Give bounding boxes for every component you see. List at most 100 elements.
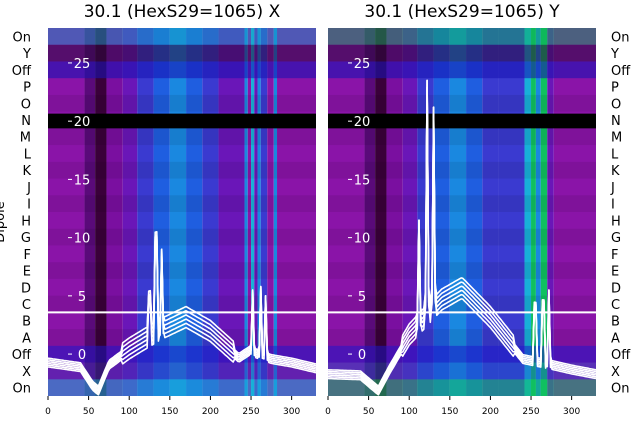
heat-band bbox=[524, 28, 532, 396]
heat-band bbox=[540, 28, 548, 396]
heat-row-shade bbox=[328, 161, 596, 179]
heat-row-shade bbox=[328, 195, 596, 212]
trace-line bbox=[47, 234, 317, 393]
heat-row-shade bbox=[328, 262, 596, 279]
dipole-label-left: L bbox=[24, 147, 32, 162]
special-row bbox=[48, 28, 316, 45]
heat-row-shade bbox=[48, 329, 316, 346]
heat-band bbox=[48, 28, 85, 396]
dipole-label-right: O bbox=[611, 97, 621, 112]
dipole-label-left: On bbox=[13, 30, 31, 45]
dipole-label-right: P bbox=[611, 81, 619, 96]
y-tick-label: 15 bbox=[74, 173, 91, 188]
heat-row-shade bbox=[328, 295, 596, 313]
y-tick-label: 0 bbox=[358, 348, 366, 363]
dipole-label-left: H bbox=[21, 214, 31, 229]
x-tick-label: 250 bbox=[242, 407, 259, 417]
heat-band bbox=[251, 28, 255, 396]
special-row bbox=[328, 28, 596, 45]
x-tick-label: 150 bbox=[441, 407, 458, 417]
dipole-label-right: Off bbox=[611, 348, 631, 363]
heat-row-shade bbox=[48, 295, 316, 313]
heat-band bbox=[277, 28, 316, 396]
special-row bbox=[48, 379, 316, 396]
special-row bbox=[328, 362, 596, 380]
dipole-label-left: E bbox=[23, 265, 31, 280]
x-tick-label: 0 bbox=[325, 407, 331, 417]
dipole-label-right: L bbox=[611, 147, 619, 162]
x-tick-label: 200 bbox=[202, 407, 219, 417]
x-tick-labels: 0 50 100 150 200 250 300 0 50 100 150 200 250 300 bbox=[45, 396, 580, 417]
heat-band bbox=[84, 28, 96, 396]
heat-row-shade bbox=[48, 195, 316, 212]
dipole-label-left: I bbox=[27, 198, 31, 213]
heat-row-shade bbox=[328, 128, 596, 146]
x-tick-label: 100 bbox=[121, 407, 138, 417]
y-tick-label: 15 bbox=[354, 173, 371, 188]
y-tick-label: 20 bbox=[74, 115, 91, 130]
x-tick-label: 0 bbox=[45, 407, 51, 417]
heat-band bbox=[364, 28, 376, 396]
dipole-label-right: G bbox=[611, 231, 621, 246]
x-tick-label: 300 bbox=[563, 407, 580, 417]
heat-band bbox=[273, 28, 278, 396]
heat-row-shade bbox=[48, 161, 316, 179]
dipole-label-left: P bbox=[23, 81, 31, 96]
dipole-label-right: B bbox=[611, 315, 620, 330]
dipole-label-right: A bbox=[611, 331, 620, 346]
x-tick-label: 200 bbox=[482, 407, 499, 417]
dipole-label-left: X bbox=[22, 365, 31, 380]
trace-line bbox=[47, 236, 317, 387]
heat-band bbox=[535, 28, 541, 396]
panel-y: 0 5 10 15 20 25 bbox=[327, 28, 597, 396]
y-tick-label: 5 bbox=[358, 290, 366, 305]
heat-band bbox=[95, 28, 107, 396]
trace-line bbox=[47, 239, 317, 391]
masked-row bbox=[328, 113, 596, 129]
heat-band bbox=[531, 28, 536, 396]
panel-title-y: 30.1 (HexS29=1065) Y bbox=[364, 2, 560, 22]
heat-row-shade bbox=[48, 362, 316, 380]
dipole-label-right: N bbox=[611, 114, 621, 129]
x-tick-label: 50 bbox=[363, 407, 375, 417]
heat-band bbox=[328, 28, 365, 396]
dipole-label-right: K bbox=[611, 164, 620, 179]
dipole-label-right: On bbox=[611, 382, 629, 397]
dipole-label-left: C bbox=[22, 298, 31, 313]
dipole-label-right: M bbox=[611, 131, 622, 146]
trace-line bbox=[328, 86, 597, 391]
heat-row-shade bbox=[48, 94, 316, 112]
heat-band bbox=[254, 28, 258, 396]
dipole-label-left: K bbox=[22, 164, 31, 179]
heat-row-shade bbox=[48, 28, 316, 45]
dipole-label-left: F bbox=[24, 248, 31, 263]
dipole-label-left: Off bbox=[12, 64, 32, 79]
dipole-label-right: Y bbox=[610, 47, 619, 62]
heat-row-shade bbox=[328, 362, 596, 380]
y-tick-label: 0 bbox=[78, 348, 86, 363]
special-row bbox=[328, 61, 596, 79]
dipole-label-left: Off bbox=[12, 348, 32, 363]
special-row bbox=[328, 379, 596, 396]
x-tick-label: 100 bbox=[401, 407, 418, 417]
x-tick-label: 300 bbox=[283, 407, 300, 417]
dipole-label-left: N bbox=[21, 114, 31, 129]
y-tick-label: 25 bbox=[74, 57, 91, 72]
heat-row-shade bbox=[48, 128, 316, 146]
trace-line bbox=[328, 86, 597, 394]
dipole-label-right: On bbox=[611, 30, 629, 45]
dipole-label-left: G bbox=[21, 231, 31, 246]
dipole-label-right: Off bbox=[611, 64, 631, 79]
dipole-label-right: E bbox=[611, 265, 619, 280]
dipole-label-left: M bbox=[20, 131, 31, 146]
trace-line bbox=[327, 86, 597, 387]
heat-row-shade bbox=[328, 28, 596, 45]
heat-band bbox=[553, 28, 596, 396]
dipole-label-left: A bbox=[22, 331, 31, 346]
masked-row bbox=[48, 113, 316, 129]
dipole-label-right: X bbox=[611, 365, 620, 380]
trace-line bbox=[47, 243, 317, 394]
special-row bbox=[328, 345, 596, 363]
x-tick-label: 50 bbox=[83, 407, 95, 417]
